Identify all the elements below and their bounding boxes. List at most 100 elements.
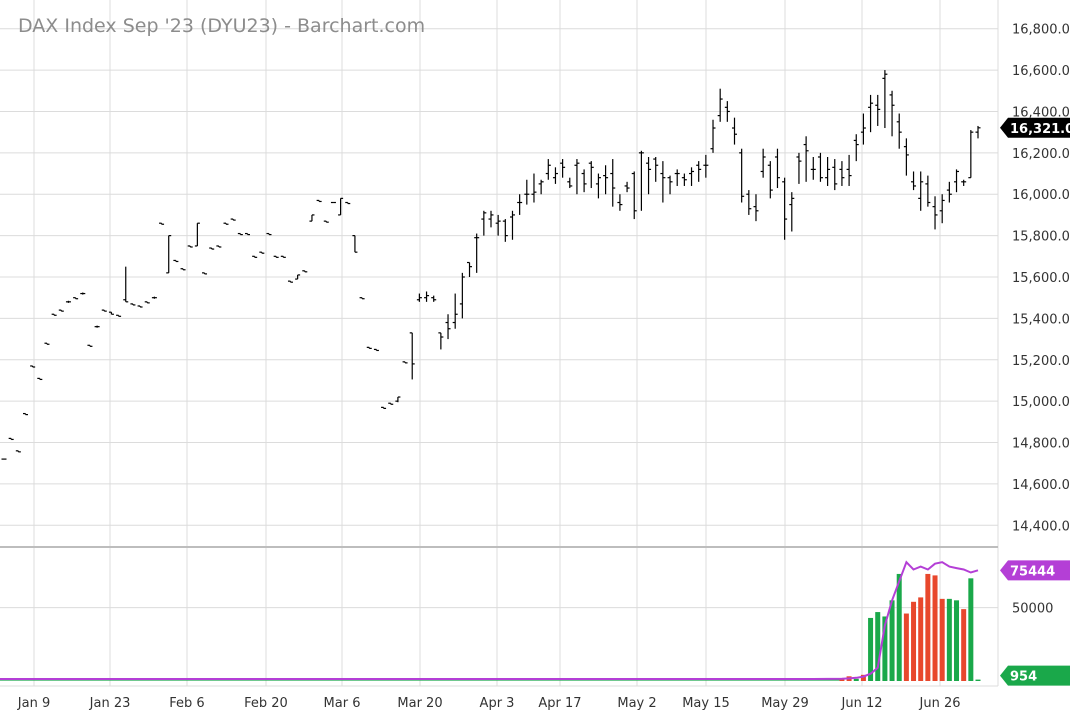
ohlc-bar: [918, 171, 923, 210]
y-tick-label: 15,600.0: [1012, 271, 1070, 286]
ohlc-bar: [245, 234, 250, 235]
open-interest-badge: 75444: [1000, 560, 1070, 580]
ohlc-bar: [367, 347, 372, 348]
ohlc-bar: [503, 219, 508, 242]
y-tick-label: 15,200.0: [1012, 354, 1070, 369]
x-tick-label: Feb 20: [244, 696, 288, 711]
ohlc-bar: [711, 120, 716, 153]
volume-bar: [854, 679, 859, 681]
ohlc-bar: [582, 169, 587, 192]
ohlc-bar: [868, 95, 873, 132]
y-tick-label: 14,400.0: [1012, 519, 1070, 534]
ohlc-bar: [718, 89, 723, 122]
ohlc-bar: [481, 211, 486, 236]
volume-bars: [0, 574, 981, 681]
ohlc-bar: [37, 378, 42, 379]
y-tick-label: 15,000.0: [1012, 395, 1070, 410]
volume-bar: [875, 612, 880, 681]
ohlc-bar: [847, 155, 852, 186]
open-interest-badge-label: 75444: [1010, 564, 1055, 579]
x-tick-label: Apr 17: [538, 696, 581, 711]
volume-badge: 954: [1000, 666, 1070, 686]
ohlc-bar: [553, 167, 558, 184]
ohlc-bar: [23, 414, 28, 415]
y-tick-label: 15,800.0: [1012, 230, 1070, 245]
ohlc-bar: [188, 246, 193, 247]
ohlc-bar: [954, 169, 959, 192]
ohlc-bar: [66, 301, 71, 303]
volume-bar: [940, 599, 945, 681]
volume-bar: [904, 614, 909, 681]
y-tick-label: 16,800.0: [1012, 23, 1070, 38]
ohlc-bar: [617, 194, 622, 211]
chart-title: DAX Index Sep '23 (DYU23) - Barchart.com: [18, 15, 425, 37]
y-tick-label: 16,000.0: [1012, 188, 1070, 203]
ohlc-bar: [259, 252, 264, 253]
ohlc-bar: [216, 246, 221, 247]
ohlc-bar: [9, 438, 14, 439]
ohlc-bar: [496, 215, 501, 236]
ohlc-bar: [639, 151, 644, 211]
ohlc-bar: [324, 221, 329, 222]
x-tick-label: May 15: [682, 696, 730, 711]
ohlc-bar: [832, 159, 837, 190]
ohlc-bar: [102, 310, 107, 311]
ohlc-bar: [524, 180, 529, 205]
ohlc-bar: [818, 153, 823, 182]
volume-badge-label: 954: [1010, 670, 1037, 685]
ohlc-bar: [181, 269, 186, 270]
ohlc-bar: [546, 159, 551, 180]
ohlc-bar: [775, 149, 780, 188]
ohlc-bar: [173, 260, 178, 261]
ohlc-bar: [782, 178, 787, 240]
ohlc-bar: [531, 174, 536, 203]
ohlc-bar: [159, 223, 164, 224]
ohlc-bar: [317, 200, 322, 201]
grid: [0, 0, 998, 686]
volume-y-tick-label: 50000: [1012, 602, 1053, 617]
ohlc-bar: [80, 293, 85, 295]
ohlc-bar: [875, 95, 880, 126]
ohlc-bar: [145, 302, 150, 303]
open-interest-line: [0, 562, 978, 679]
ohlc-bar: [517, 194, 522, 215]
volume-bar: [968, 578, 973, 681]
ohlc-bar: [489, 211, 494, 228]
ohlc-bar: [52, 314, 57, 315]
ohlc-bar: [646, 157, 651, 194]
volume-bar: [976, 680, 981, 681]
y-tick-label: 16,200.0: [1012, 147, 1070, 162]
ohlc-bar: [453, 294, 458, 329]
volume-bar: [954, 600, 959, 681]
ohlc-bar: [539, 180, 544, 194]
volume-bar: [911, 602, 916, 681]
ohlc-bar: [417, 294, 422, 302]
ohlc-bar: [202, 273, 207, 274]
ohlc-bar: [467, 263, 472, 277]
ohlc-bar: [309, 215, 314, 221]
ohlc-bar: [209, 248, 214, 249]
y-tick-label: 14,600.0: [1012, 478, 1070, 493]
ohlc-bar: [689, 167, 694, 186]
ohlc-bar: [224, 223, 229, 224]
ohlc-bar: [431, 296, 436, 302]
ohlc-bar: [933, 196, 938, 229]
volume-bar: [925, 574, 930, 681]
ohlc-bar: [274, 256, 279, 257]
ohlc-bar: [682, 174, 687, 186]
ohlc-bar: [130, 304, 135, 305]
ohlc-bar: [345, 203, 350, 204]
y-tick-label: 15,400.0: [1012, 312, 1070, 327]
ohlc-bar: [474, 234, 479, 273]
x-tick-label: Feb 6: [169, 696, 204, 711]
ohlc-bar: [825, 157, 830, 186]
ohlc-bar: [195, 223, 200, 246]
ohlc-bar: [796, 153, 801, 184]
open-interest-line: [0, 562, 978, 679]
ohlc-bar: [460, 273, 465, 319]
y-tick-label: 16,600.0: [1012, 64, 1070, 79]
ohlc-bar: [789, 192, 794, 231]
volume-bar: [947, 599, 952, 681]
